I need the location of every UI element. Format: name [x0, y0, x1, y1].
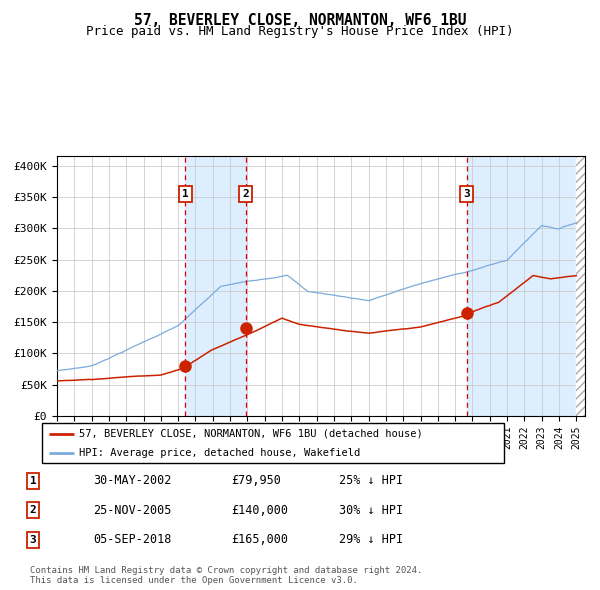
Bar: [577, 156, 585, 416]
Text: 2: 2: [242, 189, 249, 199]
FancyBboxPatch shape: [42, 423, 504, 463]
Bar: [467, 156, 585, 416]
Text: 1: 1: [182, 189, 188, 199]
Text: 30% ↓ HPI: 30% ↓ HPI: [339, 504, 403, 517]
Text: 57, BEVERLEY CLOSE, NORMANTON, WF6 1BU: 57, BEVERLEY CLOSE, NORMANTON, WF6 1BU: [134, 13, 466, 28]
Text: 3: 3: [463, 189, 470, 199]
Text: £165,000: £165,000: [231, 533, 288, 546]
Text: 25% ↓ HPI: 25% ↓ HPI: [339, 474, 403, 487]
Text: 25-NOV-2005: 25-NOV-2005: [93, 504, 172, 517]
Text: 2: 2: [29, 506, 37, 515]
Bar: [185, 156, 245, 416]
Text: 05-SEP-2018: 05-SEP-2018: [93, 533, 172, 546]
Text: Contains HM Land Registry data © Crown copyright and database right 2024.
This d: Contains HM Land Registry data © Crown c…: [30, 566, 422, 585]
Text: 29% ↓ HPI: 29% ↓ HPI: [339, 533, 403, 546]
Text: 57, BEVERLEY CLOSE, NORMANTON, WF6 1BU (detached house): 57, BEVERLEY CLOSE, NORMANTON, WF6 1BU (…: [79, 429, 423, 439]
Text: £79,950: £79,950: [231, 474, 281, 487]
Text: 1: 1: [29, 476, 37, 486]
Text: 30-MAY-2002: 30-MAY-2002: [93, 474, 172, 487]
Bar: [577, 156, 585, 416]
Text: £140,000: £140,000: [231, 504, 288, 517]
Text: 3: 3: [29, 535, 37, 545]
Text: HPI: Average price, detached house, Wakefield: HPI: Average price, detached house, Wake…: [79, 448, 360, 458]
Text: Price paid vs. HM Land Registry's House Price Index (HPI): Price paid vs. HM Land Registry's House …: [86, 25, 514, 38]
